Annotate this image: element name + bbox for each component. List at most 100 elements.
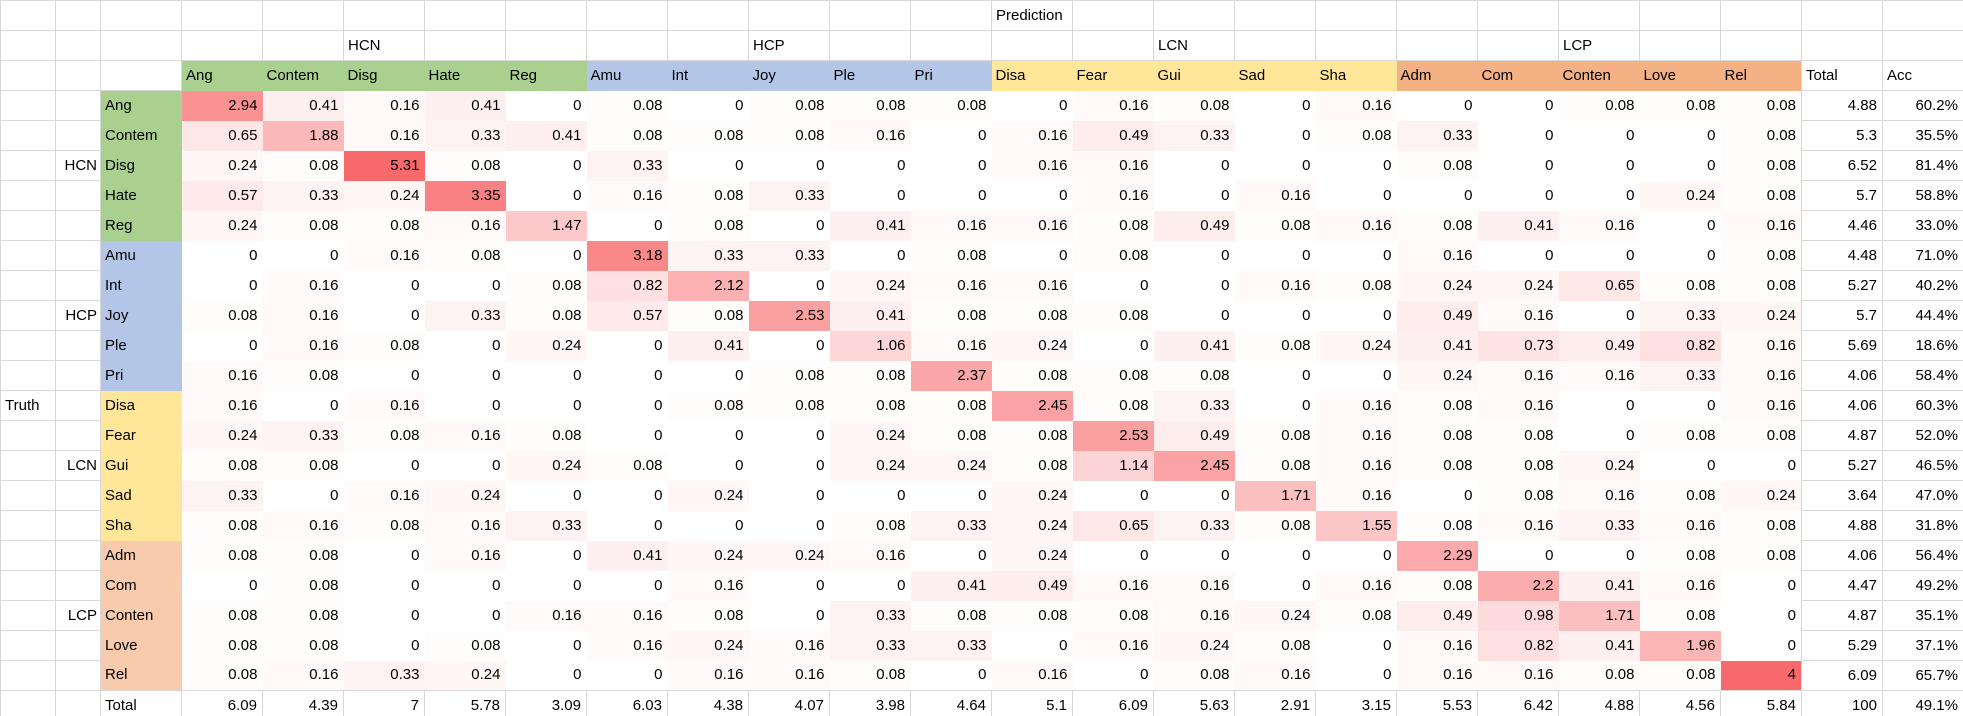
matrix-cell-joy-ang[interactable]: 0.08	[181, 300, 263, 331]
spacer-cell[interactable]	[0, 120, 56, 151]
matrix-cell-sha-disa[interactable]: 0.24	[991, 510, 1073, 541]
matrix-cell-ang-ple[interactable]: 0.08	[829, 90, 911, 121]
matrix-cell-sha-adm[interactable]: 0.08	[1396, 510, 1478, 541]
matrix-cell-pri-adm[interactable]: 0.24	[1396, 360, 1478, 391]
matrix-cell-sad-love[interactable]: 0.08	[1639, 480, 1721, 511]
matrix-cell-disg-ang[interactable]: 0.24	[181, 150, 263, 181]
matrix-cell-sad-reg[interactable]: 0	[505, 480, 587, 511]
matrix-cell-conten-int[interactable]: 0.08	[667, 600, 749, 631]
row-total-cell[interactable]: 4.06	[1801, 390, 1883, 421]
matrix-cell-rel-disa[interactable]: 0.16	[991, 660, 1073, 691]
matrix-cell-joy-conten[interactable]: 0	[1558, 300, 1640, 331]
matrix-cell-ang-int[interactable]: 0	[667, 90, 749, 121]
matrix-cell-conten-conten[interactable]: 1.71	[1558, 600, 1640, 631]
matrix-cell-joy-disa[interactable]: 0.08	[991, 300, 1073, 331]
matrix-cell-amu-pri[interactable]: 0.08	[910, 240, 992, 271]
matrix-cell-sad-pri[interactable]: 0	[910, 480, 992, 511]
matrix-cell-gui-contem[interactable]: 0.08	[262, 450, 344, 481]
col-total-cell-int[interactable]: 4.38	[667, 690, 749, 716]
matrix-cell-disa-fear[interactable]: 0.08	[1072, 390, 1154, 421]
col-total-cell-disg[interactable]: 7	[343, 690, 425, 716]
matrix-cell-conten-disg[interactable]: 0	[343, 600, 425, 631]
matrix-cell-disg-sha[interactable]: 0	[1315, 150, 1397, 181]
col-total-cell-joy[interactable]: 4.07	[748, 690, 830, 716]
matrix-cell-amu-ple[interactable]: 0	[829, 240, 911, 271]
matrix-cell-disg-reg[interactable]: 0	[505, 150, 587, 181]
matrix-cell-reg-love[interactable]: 0	[1639, 210, 1721, 241]
spacer-cell[interactable]	[0, 690, 56, 716]
matrix-cell-rel-sad[interactable]: 0.16	[1234, 660, 1316, 691]
matrix-cell-joy-adm[interactable]: 0.49	[1396, 300, 1478, 331]
matrix-cell-contem-contem[interactable]: 1.88	[262, 120, 344, 151]
matrix-cell-pri-sad[interactable]: 0	[1234, 360, 1316, 391]
row-acc-cell[interactable]: 71.0%	[1882, 240, 1963, 271]
matrix-cell-rel-gui[interactable]: 0.08	[1153, 660, 1235, 691]
matrix-cell-int-fear[interactable]: 0	[1072, 270, 1154, 301]
row-acc-cell[interactable]: 58.8%	[1882, 180, 1963, 211]
group-header-hcn[interactable]: HCN	[343, 30, 425, 61]
matrix-cell-hate-sha[interactable]: 0	[1315, 180, 1397, 211]
row-group-label-lcn[interactable]: LCN	[55, 450, 101, 481]
matrix-cell-love-com[interactable]: 0.82	[1477, 630, 1559, 661]
total-col-header[interactable]: Total	[1801, 60, 1883, 91]
spacer-cell[interactable]	[586, 30, 668, 61]
matrix-cell-conten-fear[interactable]: 0.08	[1072, 600, 1154, 631]
spacer-cell[interactable]	[1882, 30, 1963, 61]
spacer-cell[interactable]	[55, 0, 101, 31]
matrix-cell-adm-conten[interactable]: 0	[1558, 540, 1640, 571]
matrix-cell-adm-ple[interactable]: 0.16	[829, 540, 911, 571]
matrix-cell-fear-joy[interactable]: 0	[748, 420, 830, 451]
matrix-cell-reg-com[interactable]: 0.41	[1477, 210, 1559, 241]
col-header-love[interactable]: Love	[1639, 60, 1721, 91]
spacer-cell[interactable]	[55, 390, 101, 421]
matrix-cell-gui-pri[interactable]: 0.24	[910, 450, 992, 481]
matrix-cell-ang-ang[interactable]: 2.94	[181, 90, 263, 121]
matrix-cell-disg-com[interactable]: 0	[1477, 150, 1559, 181]
matrix-cell-gui-ang[interactable]: 0.08	[181, 450, 263, 481]
matrix-cell-int-hate[interactable]: 0	[424, 270, 506, 301]
spacer-cell[interactable]	[0, 0, 56, 31]
matrix-cell-adm-sad[interactable]: 0	[1234, 540, 1316, 571]
matrix-cell-disg-love[interactable]: 0	[1639, 150, 1721, 181]
col-header-adm[interactable]: Adm	[1396, 60, 1478, 91]
matrix-cell-rel-fear[interactable]: 0	[1072, 660, 1154, 691]
matrix-cell-joy-disg[interactable]: 0	[343, 300, 425, 331]
row-label-disg[interactable]: Disg	[100, 150, 182, 181]
row-acc-cell[interactable]: 40.2%	[1882, 270, 1963, 301]
spacer-cell[interactable]	[0, 180, 56, 211]
matrix-cell-joy-rel[interactable]: 0.24	[1720, 300, 1802, 331]
matrix-cell-gui-fear[interactable]: 1.14	[1072, 450, 1154, 481]
matrix-cell-reg-disg[interactable]: 0.08	[343, 210, 425, 241]
row-total-cell[interactable]: 3.64	[1801, 480, 1883, 511]
matrix-cell-disa-contem[interactable]: 0	[262, 390, 344, 421]
matrix-cell-love-disg[interactable]: 0	[343, 630, 425, 661]
matrix-cell-ple-joy[interactable]: 0	[748, 330, 830, 361]
matrix-cell-disg-rel[interactable]: 0.08	[1720, 150, 1802, 181]
row-acc-cell[interactable]: 44.4%	[1882, 300, 1963, 331]
matrix-cell-joy-contem[interactable]: 0.16	[262, 300, 344, 331]
matrix-cell-rel-ple[interactable]: 0.08	[829, 660, 911, 691]
matrix-cell-conten-reg[interactable]: 0.16	[505, 600, 587, 631]
matrix-cell-amu-conten[interactable]: 0	[1558, 240, 1640, 271]
col-total-cell-pri[interactable]: 4.64	[910, 690, 992, 716]
matrix-cell-adm-amu[interactable]: 0.41	[586, 540, 668, 571]
matrix-cell-gui-conten[interactable]: 0.24	[1558, 450, 1640, 481]
matrix-cell-rel-sha[interactable]: 0	[1315, 660, 1397, 691]
col-total-cell-com[interactable]: 6.42	[1477, 690, 1559, 716]
spacer-cell[interactable]	[991, 30, 1073, 61]
matrix-cell-disa-pri[interactable]: 0.08	[910, 390, 992, 421]
spacer-cell[interactable]	[505, 30, 587, 61]
row-total-cell[interactable]: 5.3	[1801, 120, 1883, 151]
matrix-cell-hate-ple[interactable]: 0	[829, 180, 911, 211]
matrix-cell-reg-disa[interactable]: 0.16	[991, 210, 1073, 241]
matrix-cell-rel-amu[interactable]: 0	[586, 660, 668, 691]
row-total-cell[interactable]: 4.48	[1801, 240, 1883, 271]
row-total-cell[interactable]: 5.7	[1801, 300, 1883, 331]
matrix-cell-fear-contem[interactable]: 0.33	[262, 420, 344, 451]
matrix-cell-ple-hate[interactable]: 0	[424, 330, 506, 361]
col-total-cell-ple[interactable]: 3.98	[829, 690, 911, 716]
matrix-cell-love-rel[interactable]: 0	[1720, 630, 1802, 661]
matrix-cell-ang-love[interactable]: 0.08	[1639, 90, 1721, 121]
matrix-cell-ang-joy[interactable]: 0.08	[748, 90, 830, 121]
matrix-cell-hate-joy[interactable]: 0.33	[748, 180, 830, 211]
